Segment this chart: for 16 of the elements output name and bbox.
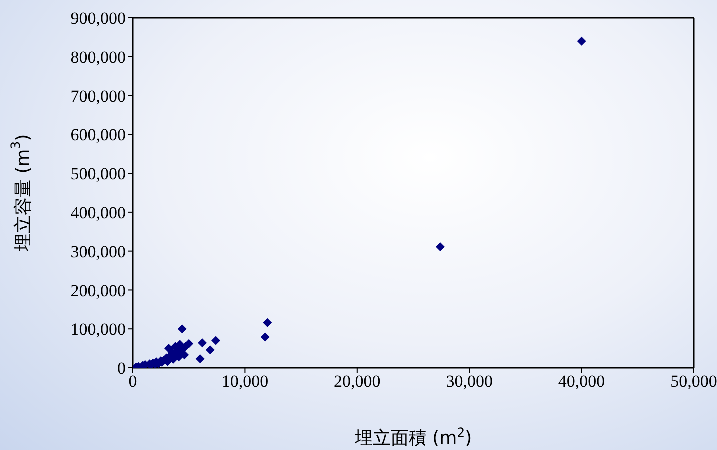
x-axis-title: 埋立面積 (m$^{2}$) — [354, 424, 472, 449]
x-tick-label: 10,000 — [222, 372, 269, 392]
y-tick-label: 200,000 — [70, 281, 126, 300]
y-tick-label: 600,000 — [70, 126, 126, 145]
y-tick-label: 400,000 — [70, 203, 126, 222]
y-tick-label: 700,000 — [70, 86, 126, 106]
y-tick-label: 100,000 — [70, 320, 126, 340]
y-tick-label: 300,000 — [70, 242, 126, 262]
x-tick-label: 50,000 — [670, 372, 717, 392]
x-tick-label: 20,000 — [334, 372, 381, 392]
x-tick-label: 30,000 — [446, 372, 493, 392]
y-tick-label: 0 — [118, 359, 126, 378]
y-tick-label: 500,000 — [70, 164, 126, 184]
x-tick-label: 40,000 — [558, 372, 606, 392]
y-tick-label: 800,000 — [70, 48, 126, 67]
y-tick-label: 900,000 — [70, 9, 126, 28]
